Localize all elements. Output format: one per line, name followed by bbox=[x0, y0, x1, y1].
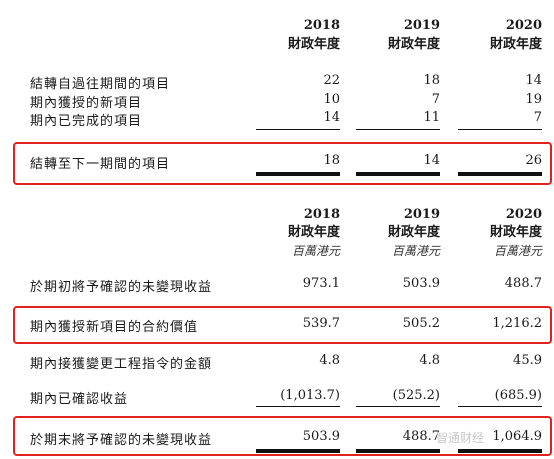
header-unit-2018: 百萬港元 bbox=[291, 244, 340, 258]
cell-value: 14 bbox=[323, 110, 340, 125]
row-label-new-projects: 期內獲授的新項目 bbox=[30, 96, 143, 111]
header-label-2020: 財政年度 bbox=[489, 37, 542, 52]
cell-value: 7 bbox=[533, 110, 542, 125]
row-label-carried-to-next: 結轉至下一期間的項目 bbox=[30, 157, 171, 172]
row-label-carried-forward: 結轉自過往期間的項目 bbox=[30, 77, 171, 92]
cell-value: (685.9) bbox=[494, 388, 542, 403]
header-label-2019: 財政年度 bbox=[387, 37, 440, 52]
cell-value: 973.1 bbox=[302, 276, 340, 291]
header-year-2020: 2020 bbox=[505, 18, 542, 33]
cell-value: 10 bbox=[323, 92, 340, 107]
row-label-new-contract-value: 期內獲授新項目的合約價值 bbox=[30, 320, 199, 335]
header-label-2018: 財政年度 bbox=[287, 225, 340, 240]
header-year-2018: 2018 bbox=[303, 207, 340, 222]
total-value: 18 bbox=[323, 153, 340, 168]
highlight-box-closing-unrealized bbox=[13, 416, 552, 456]
header-year-2018: 2018 bbox=[303, 18, 340, 33]
cell-value: 4.8 bbox=[419, 353, 440, 368]
header-unit-2019: 百萬港元 bbox=[391, 244, 440, 258]
total-double-rule bbox=[356, 172, 440, 176]
cell-value: 488.7 bbox=[504, 276, 542, 291]
header-label-2020: 財政年度 bbox=[489, 225, 542, 240]
total-value: 488.7 bbox=[402, 429, 440, 444]
row-label-closing-unrealized: 於期末將予確認的未變現收益 bbox=[30, 433, 213, 448]
cell-value: 503.9 bbox=[402, 276, 440, 291]
subtotal-rule bbox=[356, 129, 440, 130]
cell-value: 19 bbox=[525, 92, 542, 107]
highlight-box-new-contract-value bbox=[13, 306, 552, 344]
cell-value: (525.2) bbox=[392, 388, 440, 403]
header-year-2019: 2019 bbox=[403, 207, 440, 222]
subtotal-rule bbox=[458, 129, 542, 130]
row-label-variation-orders: 期內接獲變更工程指令的金額 bbox=[30, 357, 213, 372]
cell-value: 14 bbox=[525, 73, 542, 88]
cell-value: 45.9 bbox=[513, 353, 542, 368]
cell-value: 11 bbox=[423, 110, 440, 125]
subtotal-rule bbox=[256, 129, 340, 130]
cell-value: (1,013.7) bbox=[280, 388, 340, 403]
cell-value: 7 bbox=[431, 92, 440, 107]
cell-value: 18 bbox=[423, 73, 440, 88]
total-double-rule bbox=[256, 449, 340, 453]
total-value: 26 bbox=[525, 153, 542, 168]
header-year-2020: 2020 bbox=[505, 207, 542, 222]
total-double-rule bbox=[356, 449, 440, 453]
total-double-rule bbox=[458, 172, 542, 176]
subtotal-rule bbox=[256, 406, 340, 407]
header-unit-2020: 百萬港元 bbox=[493, 244, 542, 258]
cell-value: 505.2 bbox=[402, 316, 440, 331]
row-label-recognized-revenue: 期內已確認收益 bbox=[30, 392, 129, 407]
row-label-completed: 期內已完成的項目 bbox=[30, 114, 143, 129]
header-label-2018: 財政年度 bbox=[287, 37, 340, 52]
cell-value: 1,216.2 bbox=[492, 316, 542, 331]
total-value: 14 bbox=[423, 153, 440, 168]
subtotal-rule bbox=[356, 406, 440, 407]
total-double-rule bbox=[458, 449, 542, 453]
watermark-logo: 智通财经 bbox=[436, 431, 485, 445]
total-value: 503.9 bbox=[302, 429, 340, 444]
total-value: 1,064.9 bbox=[492, 429, 542, 444]
cell-value: 4.8 bbox=[319, 353, 340, 368]
row-label-opening-unrealized: 於期初將予確認的未變現收益 bbox=[30, 280, 213, 295]
header-year-2019: 2019 bbox=[403, 18, 440, 33]
subtotal-rule bbox=[458, 406, 542, 407]
header-label-2019: 財政年度 bbox=[387, 225, 440, 240]
cell-value: 22 bbox=[323, 73, 340, 88]
cell-value: 539.7 bbox=[302, 316, 340, 331]
total-double-rule bbox=[256, 172, 340, 176]
highlight-box-projects-carried-to-next bbox=[13, 142, 552, 185]
